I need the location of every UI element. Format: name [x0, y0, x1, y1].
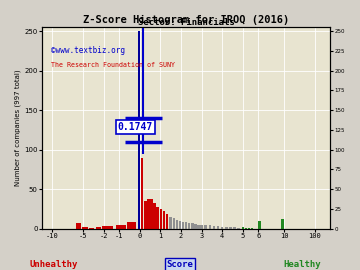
- Bar: [170, 217, 172, 229]
- Bar: [172, 218, 175, 229]
- Bar: [182, 221, 184, 229]
- Bar: [208, 225, 211, 229]
- Bar: [242, 227, 244, 229]
- Bar: [141, 157, 144, 229]
- Bar: [163, 211, 165, 229]
- Text: Unhealthy: Unhealthy: [30, 260, 78, 269]
- Bar: [258, 221, 261, 229]
- Bar: [147, 199, 150, 229]
- Bar: [248, 228, 250, 229]
- Bar: [238, 228, 240, 229]
- Text: 0.1747: 0.1747: [118, 122, 153, 132]
- Bar: [251, 228, 253, 229]
- Bar: [179, 221, 181, 229]
- Text: Score: Score: [167, 260, 193, 269]
- Bar: [245, 228, 247, 229]
- Bar: [82, 227, 87, 229]
- Title: Z-Score Histogram for IROQ (2016): Z-Score Histogram for IROQ (2016): [83, 15, 289, 25]
- Bar: [204, 225, 207, 229]
- Text: ©www.textbiz.org: ©www.textbiz.org: [51, 46, 125, 55]
- Bar: [153, 203, 156, 229]
- Bar: [76, 223, 81, 229]
- Bar: [225, 227, 228, 229]
- Bar: [233, 227, 236, 229]
- Bar: [201, 225, 203, 229]
- Bar: [194, 224, 197, 229]
- Bar: [102, 226, 113, 229]
- Text: Sector: Financials: Sector: Financials: [138, 18, 234, 27]
- Bar: [89, 228, 94, 229]
- Bar: [157, 207, 159, 229]
- Bar: [217, 226, 219, 229]
- Bar: [127, 221, 136, 229]
- Bar: [176, 220, 178, 229]
- Bar: [191, 223, 194, 229]
- Bar: [159, 209, 162, 229]
- Bar: [185, 222, 187, 229]
- Bar: [221, 227, 224, 229]
- Text: Healthy: Healthy: [284, 260, 321, 269]
- Bar: [213, 226, 215, 229]
- Bar: [229, 227, 232, 229]
- Text: The Research Foundation of SUNY: The Research Foundation of SUNY: [51, 62, 175, 69]
- Bar: [138, 31, 140, 229]
- Bar: [144, 201, 147, 229]
- Bar: [281, 219, 284, 229]
- Bar: [96, 227, 101, 229]
- Bar: [188, 223, 190, 229]
- Bar: [197, 225, 200, 229]
- Y-axis label: Number of companies (997 total): Number of companies (997 total): [15, 70, 22, 186]
- Bar: [150, 199, 153, 229]
- Bar: [117, 225, 126, 229]
- Bar: [166, 214, 168, 229]
